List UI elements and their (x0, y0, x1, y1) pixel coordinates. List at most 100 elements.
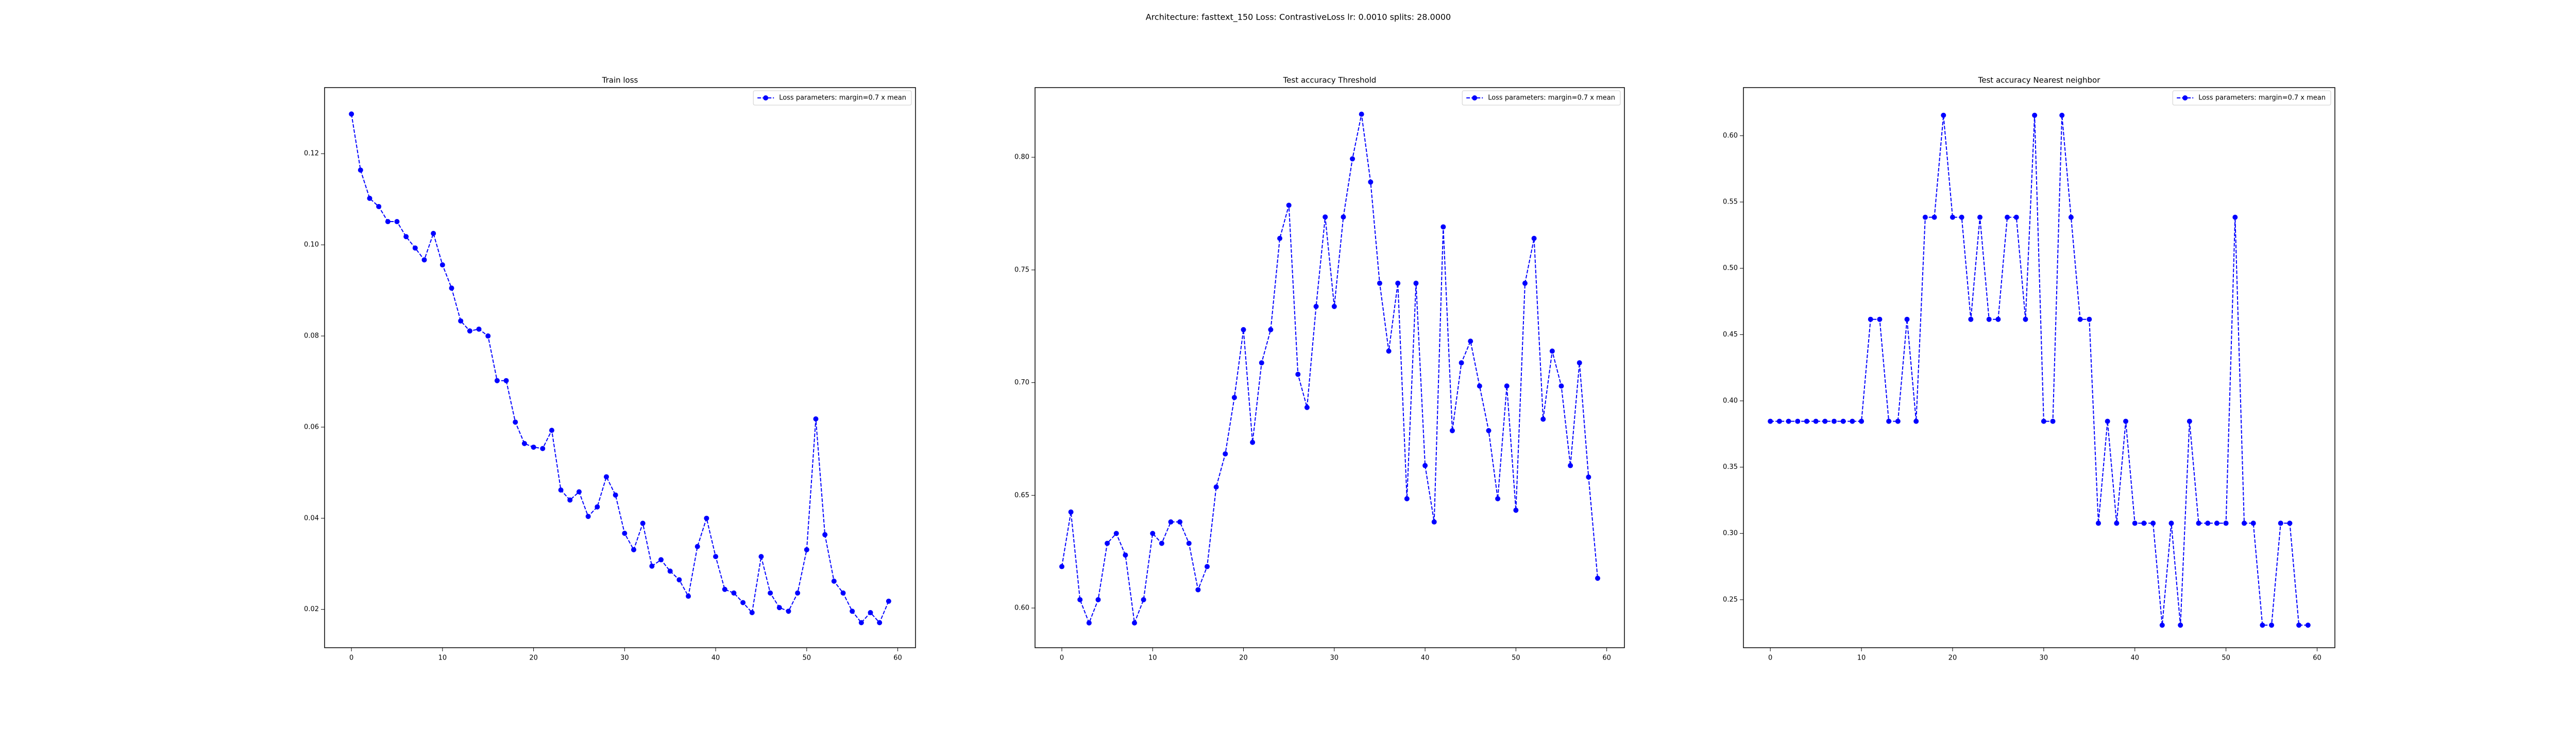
x-tick-label: 30 (620, 654, 629, 662)
data-point (1850, 418, 1855, 424)
data-point (431, 231, 436, 237)
data-point (1168, 519, 1174, 525)
data-point (1540, 416, 1546, 422)
data-point (2250, 520, 2256, 526)
data-point (1150, 531, 1156, 536)
data-point (1259, 360, 1264, 366)
data-point (1868, 316, 1873, 322)
data-point (1977, 214, 1983, 220)
data-point (722, 586, 727, 592)
x-tick-label: 0 (1768, 654, 1772, 662)
legend-marker (763, 95, 769, 100)
y-tick-label: 0.08 (304, 332, 319, 340)
subplot: Train loss 0 10 20 30 40 50 60 0.02 0.04 0.06 0.08 0… (304, 76, 916, 662)
data-point (2278, 520, 2283, 526)
data-point (1368, 179, 1374, 185)
data-point (1177, 519, 1183, 525)
data-point (439, 262, 445, 268)
data-point (2041, 418, 2046, 424)
x-tick-label: 50 (1512, 654, 1520, 662)
data-point (1904, 316, 1910, 322)
data-point (1113, 531, 1119, 536)
data-point (1568, 463, 1573, 468)
data-point (1077, 597, 1083, 602)
data-point (886, 598, 891, 604)
data-point (1558, 383, 1564, 389)
data-point (1404, 496, 1410, 501)
data-point (603, 474, 609, 480)
data-point (758, 554, 764, 560)
y-tick-label: 0.40 (1723, 397, 1738, 404)
data-point (877, 620, 883, 626)
data-point (2178, 622, 2183, 628)
data-point (850, 609, 855, 614)
data-point (2187, 418, 2192, 424)
data-point (458, 318, 464, 324)
legend-frame (1462, 90, 1621, 106)
data-point (667, 568, 673, 574)
y-tick-label: 0.04 (304, 514, 319, 522)
data-point (2214, 520, 2219, 526)
data-point (2050, 418, 2056, 424)
data-point (576, 489, 582, 495)
data-point (1277, 235, 1283, 241)
data-point (813, 416, 819, 422)
series-line (351, 114, 889, 624)
data-point (2123, 418, 2129, 424)
data-point (1350, 156, 1355, 162)
data-point (2260, 622, 2265, 628)
data-point (1495, 496, 1501, 501)
data-point (2068, 214, 2074, 220)
data-point (740, 600, 746, 605)
data-point (2132, 520, 2138, 526)
data-point (1231, 395, 1237, 400)
data-point (376, 204, 382, 209)
data-point (1141, 597, 1146, 602)
data-point (1813, 418, 1819, 424)
data-point (449, 285, 454, 291)
y-tick-label: 0.06 (304, 423, 319, 431)
data-point (394, 219, 400, 225)
data-point (1095, 597, 1101, 602)
data-point (2296, 622, 2302, 628)
data-point (1522, 280, 1528, 286)
data-point (1086, 620, 1092, 626)
data-point (531, 444, 536, 450)
data-point (1304, 404, 1310, 410)
x-tick-label: 40 (711, 654, 720, 662)
chart-title: Train loss (602, 76, 638, 85)
data-point (822, 532, 828, 537)
y-tick-label: 0.80 (1014, 154, 1029, 161)
data-point (385, 219, 391, 225)
legend-frame (2172, 90, 2331, 106)
data-point (1395, 280, 1401, 286)
data-point (768, 590, 773, 596)
data-point (1531, 235, 1537, 241)
data-point (1213, 484, 1219, 490)
axes-frame (1743, 87, 2335, 648)
legend: Loss parameters: margin=0.7 x mean (1462, 90, 1621, 106)
data-point (1359, 111, 1364, 117)
data-point (1986, 316, 1992, 322)
y-tick-label: 0.25 (1723, 596, 1738, 603)
data-point (1795, 418, 1801, 424)
data-point (686, 594, 691, 599)
data-point (1223, 451, 1228, 457)
data-point (1413, 280, 1419, 286)
data-point (831, 578, 837, 584)
legend-marker (1472, 95, 1478, 100)
data-point (2287, 520, 2293, 526)
data-point (1768, 418, 1773, 424)
data-point (1513, 508, 1519, 513)
data-point (2105, 418, 2110, 424)
data-point (868, 610, 873, 615)
data-point (2077, 316, 2083, 322)
y-tick-label: 0.60 (1723, 132, 1738, 140)
data-point (1840, 418, 1846, 424)
data-point (513, 419, 518, 425)
data-point (1459, 360, 1464, 366)
data-point (694, 544, 700, 549)
data-point (503, 378, 509, 383)
